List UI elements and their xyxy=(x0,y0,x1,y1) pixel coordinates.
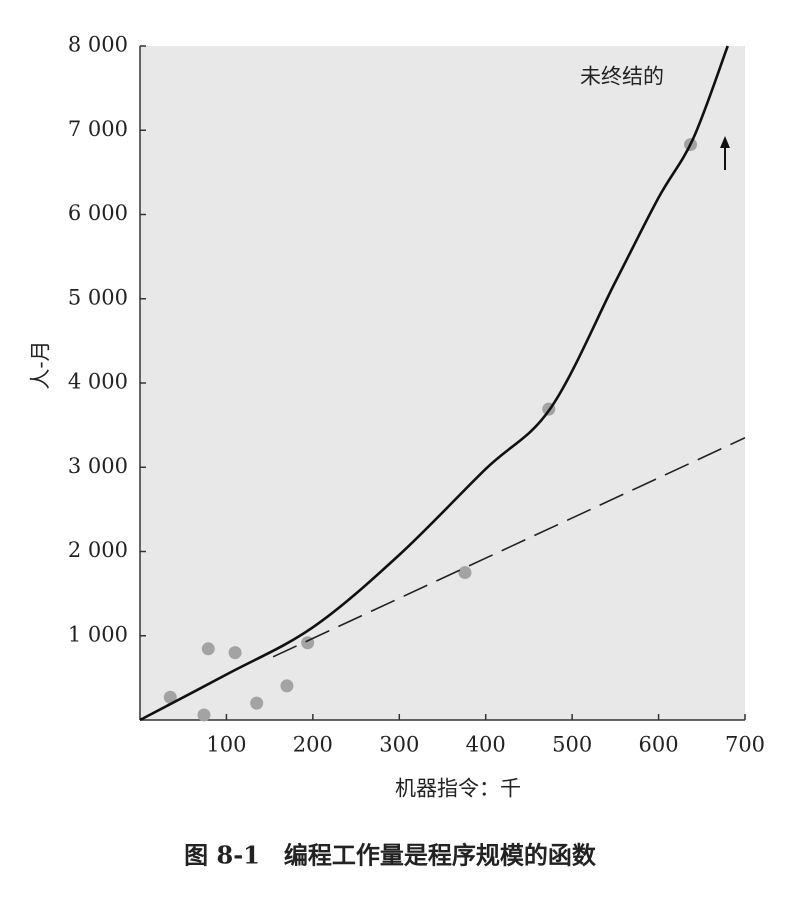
y-tick-label: 2 000 xyxy=(68,538,128,562)
y-tick-label: 3 000 xyxy=(68,454,128,478)
y-axis-label: 人-月 xyxy=(29,340,53,389)
y-tick-label: 4 000 xyxy=(68,370,128,394)
y-tick-label: 8 000 xyxy=(68,33,128,57)
x-tick-label: 700 xyxy=(725,733,765,757)
x-tick-label: 400 xyxy=(466,733,506,757)
x-tick-label: 100 xyxy=(206,733,246,757)
x-axis-label: 机器指令：千 xyxy=(395,777,521,801)
curve xyxy=(139,45,729,722)
point xyxy=(163,690,177,704)
dashed-line xyxy=(272,437,746,658)
annotation: 未终结的 xyxy=(580,65,664,89)
x-tick-label: 300 xyxy=(379,733,419,757)
point xyxy=(250,696,264,710)
y-tick-label: 5 000 xyxy=(68,285,128,309)
point xyxy=(228,646,242,660)
caption: 图 8-1 编程工作量是程序规模的函数 xyxy=(184,841,597,870)
y-tick-label: 6 000 xyxy=(68,201,128,225)
x-tick-label: 200 xyxy=(293,733,333,757)
x-tick-label: 500 xyxy=(552,733,592,757)
arrow-head xyxy=(720,136,730,148)
point xyxy=(458,566,472,580)
point xyxy=(197,708,211,722)
y-tick-label: 1 000 xyxy=(68,622,128,646)
y-tick-label: 7 000 xyxy=(68,117,128,141)
x-tick-label: 600 xyxy=(639,733,679,757)
point xyxy=(201,642,215,656)
plot-area xyxy=(140,46,745,720)
point xyxy=(280,679,294,693)
